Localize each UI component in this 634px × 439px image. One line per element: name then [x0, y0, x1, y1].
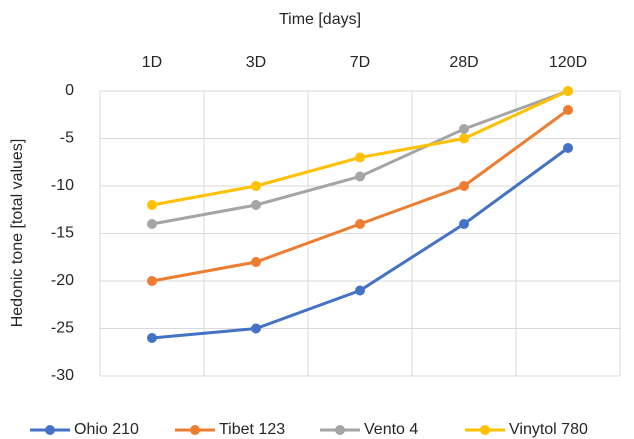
y-tick-label: -25 — [51, 320, 74, 337]
point — [251, 200, 261, 210]
legend-label: Vinytol 780 — [509, 421, 588, 438]
point — [251, 257, 261, 267]
point — [147, 276, 157, 286]
y-tick-label: 0 — [65, 82, 74, 99]
legend-marker — [335, 425, 345, 435]
legend-marker — [45, 425, 55, 435]
point — [563, 143, 573, 153]
y-tick-label: -20 — [51, 272, 74, 289]
y-tick-label: -10 — [51, 177, 74, 194]
point — [251, 181, 261, 191]
point — [355, 171, 365, 182]
y-tick-label: -15 — [51, 225, 74, 242]
legend-marker — [190, 425, 200, 435]
point — [459, 219, 469, 229]
y-tick-label: -5 — [60, 130, 74, 147]
point — [459, 181, 469, 191]
x-tick-label: 7D — [350, 54, 370, 71]
legend-marker — [480, 425, 490, 435]
point — [459, 124, 469, 134]
point — [355, 152, 365, 163]
point — [251, 323, 261, 334]
point — [147, 200, 157, 210]
legend-label: Vento 4 — [364, 421, 418, 438]
point — [563, 86, 573, 96]
point — [355, 219, 365, 229]
x-axis-title: Time [days] — [279, 11, 361, 28]
series-line — [151, 108, 569, 283]
point — [147, 333, 157, 343]
x-tick-label: 120D — [549, 54, 587, 71]
point — [459, 133, 469, 144]
legend-label: Tibet 123 — [219, 421, 285, 438]
point — [147, 219, 157, 229]
x-tick-label: 28D — [449, 54, 478, 71]
series-line — [151, 89, 569, 207]
x-tick-label: 3D — [246, 54, 266, 71]
legend-label: Ohio 210 — [74, 421, 139, 438]
y-axis-title: Hedonic tone [total values] — [9, 139, 26, 328]
y-tick-label: -30 — [51, 367, 74, 384]
point — [563, 105, 573, 115]
point — [355, 285, 365, 296]
x-tick-label: 1D — [142, 54, 162, 71]
